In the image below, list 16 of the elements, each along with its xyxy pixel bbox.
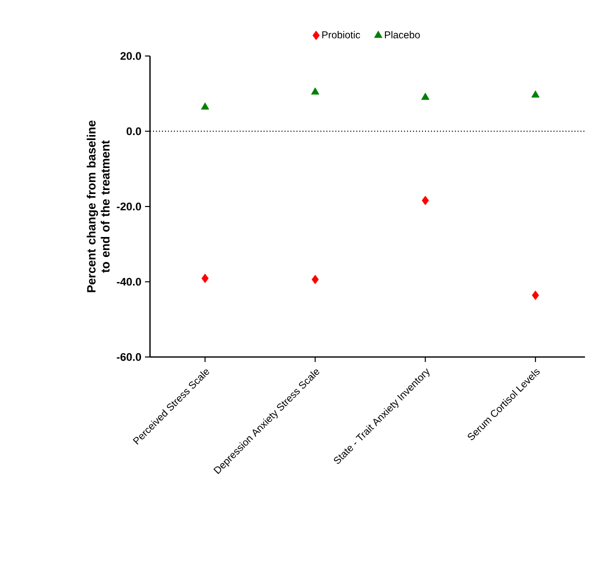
point <box>311 87 320 95</box>
y-tick-label: -20.0 <box>116 202 142 210</box>
y-tick-label: -40.0 <box>116 278 142 286</box>
y-tick-label: 0.0 <box>126 127 142 136</box>
y-tick-label: -60.0 <box>116 353 142 361</box>
point <box>531 90 540 98</box>
legend-label: Placebo <box>384 31 420 38</box>
point <box>532 290 540 300</box>
point <box>312 274 319 284</box>
point <box>421 92 430 100</box>
legend-label: Probiotic <box>322 31 360 38</box>
point <box>200 102 210 110</box>
point <box>422 196 429 206</box>
point <box>202 274 209 284</box>
y-axis-title: Percent change from baseline to end of the treatment <box>86 120 110 292</box>
y-tick-label: 20.0 <box>120 52 142 60</box>
